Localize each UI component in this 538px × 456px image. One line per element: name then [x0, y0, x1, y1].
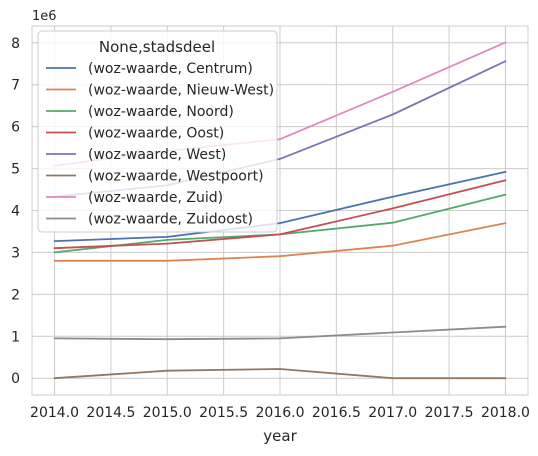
y-tick-label: 5 — [11, 162, 20, 178]
y-offset-text: 1e6 — [32, 9, 57, 24]
x-tick-label: 2018.0 — [481, 405, 530, 421]
y-tick-label: 2 — [11, 287, 20, 303]
y-tick-label: 1 — [11, 329, 20, 345]
series-line — [53, 179, 507, 250]
x-tick-label: 2014.5 — [86, 405, 135, 421]
series-line — [53, 222, 507, 262]
legend-label: (woz-waarde, Oost) — [88, 126, 224, 142]
y-tick-label: 7 — [11, 78, 20, 94]
x-tick-label: 2016.5 — [312, 405, 361, 421]
legend-label: (woz-waarde, West) — [88, 147, 226, 163]
legend-label: (woz-waarde, Nieuw-West) — [88, 83, 274, 99]
y-tick-label: 4 — [11, 204, 20, 220]
legend-label: (woz-waarde, Zuidoost) — [88, 212, 253, 228]
y-tick-label: 8 — [11, 36, 20, 52]
x-tick-label: 2014.0 — [30, 405, 79, 421]
series-line — [53, 170, 507, 243]
y-axis: 0 1 2 3 4 5 6 7 8 — [11, 36, 20, 387]
legend: None,stadsdeel (woz-waarde, Centrum)(woz… — [37, 30, 278, 233]
x-axis-label: year — [263, 427, 297, 445]
x-axis: 2014.0 2014.5 2015.0 2015.5 2016.0 2016.5 2017… — [30, 405, 530, 421]
legend-label: (woz-waarde, Centrum) — [88, 61, 253, 77]
y-tick-label: 3 — [11, 245, 20, 261]
series-layer — [53, 41, 507, 380]
legend-title: None,stadsdeel — [99, 38, 215, 56]
legend-items: (woz-waarde, Centrum) (woz-waarde, Nieuw-… — [46, 61, 274, 228]
x-tick-label: 2015.0 — [143, 405, 192, 421]
y-tick-label: 6 — [11, 120, 20, 136]
series-line — [53, 325, 507, 341]
legend-box — [37, 30, 278, 233]
x-tick-label: 2015.5 — [199, 405, 248, 421]
y-tick-label: 0 — [11, 371, 20, 387]
legend-label: (woz-waarde, Noord) — [88, 104, 234, 120]
series-line — [53, 368, 507, 380]
x-tick-label: 2016.0 — [256, 405, 305, 421]
plot-frame — [31, 25, 529, 396]
x-tick-label: 2017.5 — [425, 405, 474, 421]
x-tick-label: 2017.0 — [368, 405, 417, 421]
legend-label: (woz-waarde, Zuid) — [88, 190, 223, 206]
legend-label: (woz-waarde, Westpoort) — [88, 169, 264, 185]
